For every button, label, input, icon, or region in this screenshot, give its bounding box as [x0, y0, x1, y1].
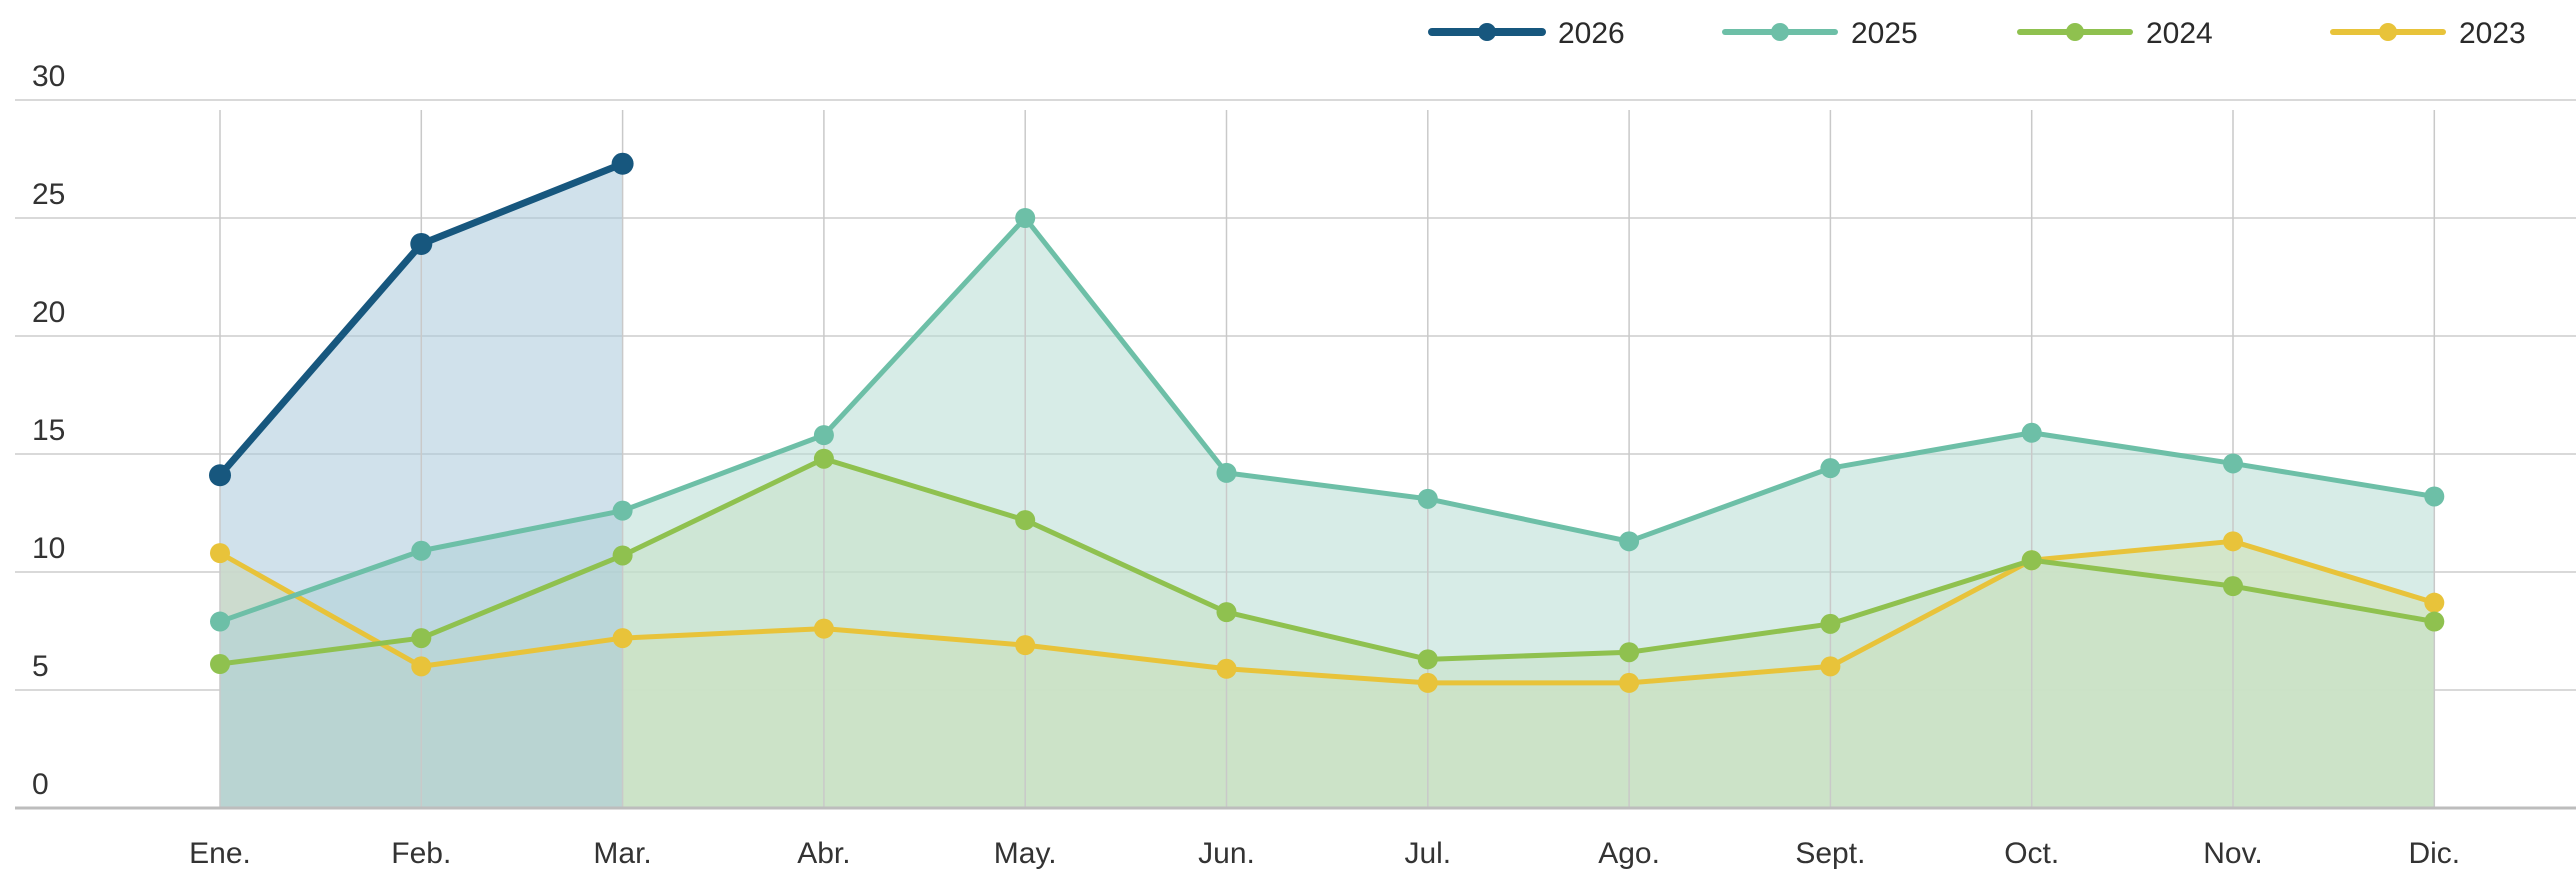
- line-2023: [217, 538, 2437, 686]
- x-tick-label: Dic.: [2408, 837, 2460, 869]
- point-2024: [1820, 613, 1841, 634]
- x-tick-label: May.: [994, 837, 1057, 869]
- point-2025: [612, 500, 633, 521]
- point-2024: [813, 448, 834, 469]
- point-2023: [1216, 658, 1237, 679]
- point-2025: [1820, 458, 1841, 479]
- series-points: [209, 152, 2445, 693]
- point-2025: [210, 611, 230, 632]
- y-tick-label: 30: [32, 60, 65, 93]
- x-tick-label: Feb.: [391, 837, 451, 869]
- legend-marker-2024: [2066, 23, 2084, 41]
- point-2023: [813, 618, 834, 639]
- point-2025: [2424, 486, 2445, 507]
- point-2025: [2021, 422, 2042, 443]
- x-tick-label: Oct.: [2004, 837, 2059, 869]
- point-2025: [2223, 453, 2243, 474]
- legend-label-2025: 2025: [1851, 17, 1918, 50]
- point-2026: [410, 232, 433, 255]
- point-2023: [1015, 635, 1036, 656]
- line-2025: [217, 215, 2437, 625]
- y-tick-label: 25: [32, 178, 65, 211]
- point-2024: [1417, 649, 1438, 670]
- x-tick-label: Sept.: [1795, 837, 1865, 869]
- legend-label-2024: 2024: [2146, 17, 2213, 50]
- legend-marker-2025: [1771, 23, 1789, 41]
- x-tick-label: Ene.: [189, 837, 251, 869]
- point-2025: [1417, 488, 1438, 509]
- point-2023: [2223, 531, 2243, 552]
- point-2023: [2424, 592, 2445, 613]
- point-2025: [1015, 208, 1036, 228]
- point-2024: [1015, 510, 1036, 531]
- point-2025: [1619, 531, 1640, 552]
- point-2025: [411, 540, 432, 561]
- y-tick-label: 15: [32, 414, 65, 447]
- point-2024: [210, 654, 230, 675]
- point-2024: [612, 545, 633, 566]
- point-2023: [411, 656, 432, 677]
- legend-marker-2026: [1478, 23, 1496, 41]
- point-2025: [1216, 462, 1237, 483]
- point-2023: [1820, 656, 1841, 677]
- point-2024: [2223, 576, 2243, 597]
- y-tick-label: 0: [32, 768, 49, 801]
- point-2024: [2021, 550, 2042, 571]
- x-tick-label: Jun.: [1198, 837, 1255, 869]
- point-2026: [209, 464, 231, 487]
- axes: 0 5 10 15 20 25 30 Ene. Feb. Mar. Abr. May. Jun. Jul.…: [15, 60, 2576, 869]
- x-tick-label: Ago.: [1598, 837, 1660, 869]
- point-2024: [1216, 602, 1237, 623]
- area-2025: [220, 218, 2435, 808]
- y-tick-label: 10: [32, 532, 65, 565]
- point-2023: [1619, 672, 1640, 693]
- x-tick-label: Mar.: [593, 837, 651, 869]
- y-tick-label: 20: [32, 296, 65, 329]
- legend: 2026 2025 2024 2023: [1428, 17, 2526, 50]
- point-2024: [411, 628, 432, 649]
- legend-label-2026: 2026: [1558, 17, 1625, 50]
- legend-label-2023: 2023: [2459, 17, 2526, 50]
- point-2024: [2424, 611, 2445, 632]
- point-2025: [813, 425, 834, 446]
- x-tick-label: Jul.: [1404, 837, 1451, 869]
- point-2023: [612, 628, 633, 649]
- y-tick-label: 5: [32, 650, 49, 683]
- point-2026: [611, 152, 634, 175]
- point-2024: [1619, 642, 1640, 663]
- line-2024: [217, 456, 2437, 667]
- x-tick-label: Nov.: [2203, 837, 2262, 869]
- point-2023: [1417, 672, 1438, 693]
- point-2023: [210, 543, 230, 564]
- legend-marker-2023: [2379, 23, 2397, 41]
- x-tick-label: Abr.: [797, 837, 850, 869]
